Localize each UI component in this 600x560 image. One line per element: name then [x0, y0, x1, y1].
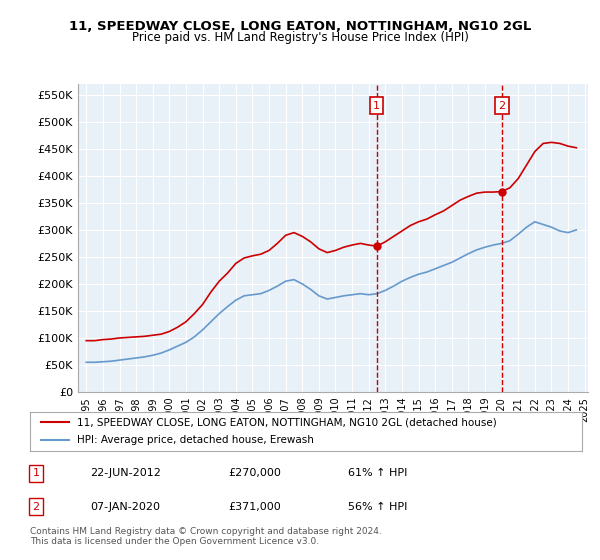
Text: 1: 1 [32, 468, 40, 478]
Text: 56% ↑ HPI: 56% ↑ HPI [348, 502, 407, 512]
Text: 61% ↑ HPI: 61% ↑ HPI [348, 468, 407, 478]
Text: 22-JUN-2012: 22-JUN-2012 [90, 468, 161, 478]
Text: £270,000: £270,000 [228, 468, 281, 478]
Text: 07-JAN-2020: 07-JAN-2020 [90, 502, 160, 512]
Text: HPI: Average price, detached house, Erewash: HPI: Average price, detached house, Erew… [77, 435, 314, 445]
Text: 11, SPEEDWAY CLOSE, LONG EATON, NOTTINGHAM, NG10 2GL: 11, SPEEDWAY CLOSE, LONG EATON, NOTTINGH… [69, 20, 531, 32]
Text: 2: 2 [499, 101, 506, 110]
Text: 2: 2 [32, 502, 40, 512]
Text: £371,000: £371,000 [228, 502, 281, 512]
Text: Price paid vs. HM Land Registry's House Price Index (HPI): Price paid vs. HM Land Registry's House … [131, 31, 469, 44]
Text: 1: 1 [373, 101, 380, 110]
Text: Contains HM Land Registry data © Crown copyright and database right 2024.
This d: Contains HM Land Registry data © Crown c… [30, 526, 382, 546]
Text: 11, SPEEDWAY CLOSE, LONG EATON, NOTTINGHAM, NG10 2GL (detached house): 11, SPEEDWAY CLOSE, LONG EATON, NOTTINGH… [77, 417, 497, 427]
